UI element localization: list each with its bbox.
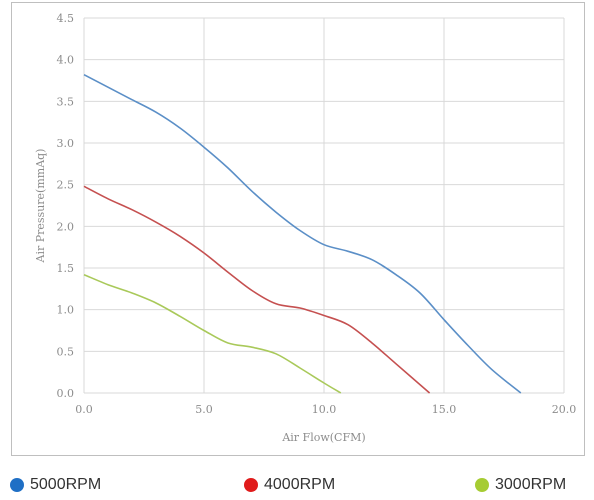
series-line-3000rpm [83, 273, 342, 394]
legend: 5000RPM 4000RPM 3000RPM [0, 474, 594, 500]
x-axis-label: Air Flow(CFM) [281, 431, 365, 444]
y-axis-label: Air Pressure(mmAq) [34, 149, 47, 264]
x-tick-label: 10.0 [312, 403, 337, 416]
legend-swatch-3000rpm [475, 478, 489, 492]
legend-item-4000rpm: 4000RPM [244, 476, 335, 494]
y-tick-label: 0.5 [57, 345, 75, 358]
legend-label-4000rpm: 4000RPM [264, 476, 336, 493]
x-tick-label: 20.0 [552, 403, 577, 416]
legend-label-3000rpm: 3000RPM [495, 476, 567, 493]
tick-labels: 0.0 0.5 1.0 1.5 2.0 2.5 3.0 3.5 4.0 4.5 0.0 5.0 10.0… [57, 12, 577, 416]
legend-item-5000rpm: 5000RPM [10, 476, 101, 494]
x-tick-label: 15.0 [432, 403, 457, 416]
y-tick-label: 0.0 [57, 387, 75, 400]
legend-swatch-5000rpm [10, 478, 24, 492]
series-lines [83, 73, 522, 394]
legend-item-3000rpm: 3000RPM [475, 476, 566, 494]
y-tick-label: 3.0 [57, 137, 75, 150]
y-tick-label: 4.0 [57, 54, 75, 67]
y-tick-label: 2.0 [57, 220, 75, 233]
series-line-4000rpm [83, 185, 431, 394]
fan-pq-chart: 0.0 0.5 1.0 1.5 2.0 2.5 3.0 3.5 4.0 4.5 0.0 5.0 10.0… [34, 12, 577, 444]
x-tick-label: 5.0 [195, 403, 213, 416]
series-line-5000rpm [83, 73, 522, 394]
legend-swatch-4000rpm [244, 478, 258, 492]
y-tick-label: 3.5 [57, 95, 75, 108]
y-tick-label: 4.5 [57, 12, 75, 25]
y-tick-label: 2.5 [57, 179, 75, 192]
grid [83, 17, 565, 394]
x-tick-label: 0.0 [75, 403, 93, 416]
y-tick-label: 1.5 [57, 262, 75, 275]
y-tick-label: 1.0 [57, 304, 75, 317]
legend-label-5000rpm: 5000RPM [30, 476, 102, 493]
